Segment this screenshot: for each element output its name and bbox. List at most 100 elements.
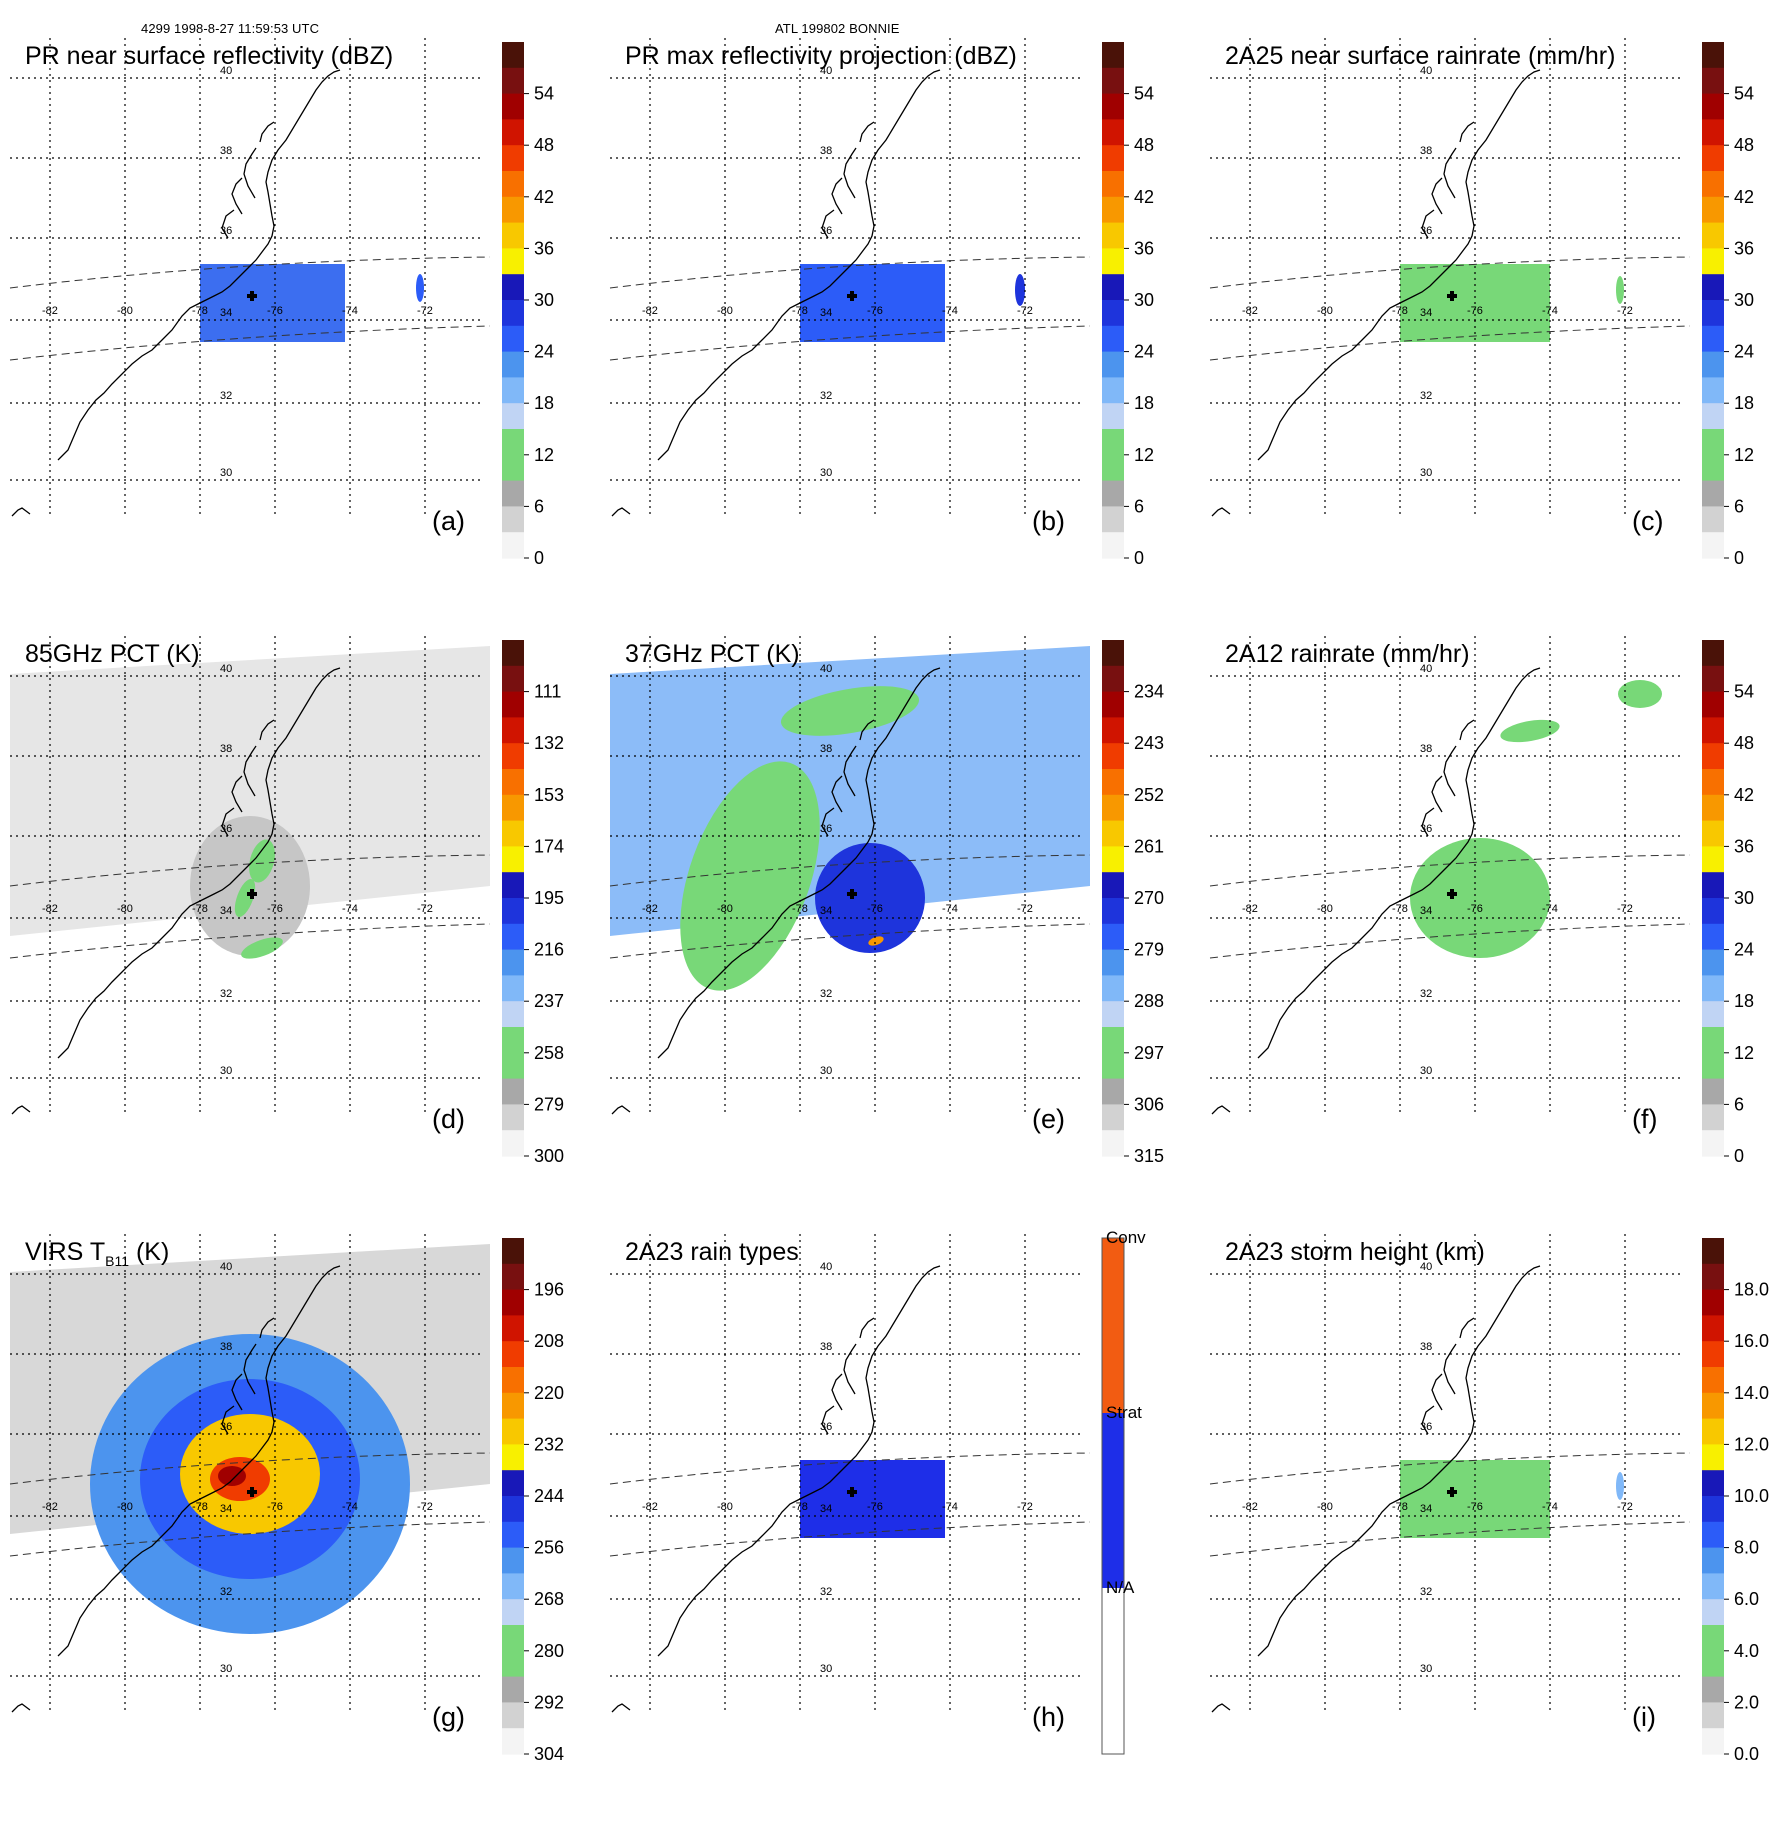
map-layer — [200, 264, 424, 342]
colorbar-band — [1702, 1702, 1724, 1729]
coastline — [1211, 667, 1541, 1115]
colorbar-band — [1102, 222, 1124, 249]
colorbar-tick-label: 153 — [534, 785, 564, 805]
figure-root: { "figure": { "header_left": "4299 1998-… — [9, 21, 1770, 1764]
pr-swath — [200, 264, 345, 342]
latitude-label: 36 — [820, 1421, 832, 1433]
colorbar-tick-label: 268 — [534, 1589, 564, 1609]
colorbar: 54 48 42 36 30 24 18 12 6 0 — [1102, 42, 1154, 568]
colorbar-band — [1702, 1104, 1724, 1131]
colorbar-band — [1702, 691, 1724, 718]
colorbar-band — [1102, 846, 1124, 873]
lat-lon-grid — [10, 38, 480, 518]
colorbar-band — [1702, 743, 1724, 770]
precip-cell — [249, 839, 275, 883]
colorbar-band — [502, 377, 524, 404]
map-layer — [610, 646, 1090, 991]
grid-labels: 40 38 36 34 32 30 -82 -80 -78 -76 -74 -72 — [642, 663, 1033, 1077]
latitude-label: 30 — [220, 1065, 232, 1077]
colorbar-band — [502, 665, 524, 693]
colorbar-band — [1702, 1625, 1724, 1652]
colorbar-band — [502, 119, 524, 146]
colorbar-band — [1102, 949, 1124, 976]
colorbar-band — [1702, 1496, 1724, 1523]
colorbar-tick-label: 14.0 — [1734, 1383, 1769, 1403]
colorbar-band — [502, 1130, 524, 1157]
colorbar-band — [1102, 665, 1124, 693]
colorbar-band — [502, 1263, 524, 1291]
swath-edge-north — [9, 1452, 491, 1485]
colorbar-band — [1702, 1263, 1724, 1291]
colorbar-band — [1702, 1315, 1724, 1342]
colorbar-band — [1702, 1418, 1724, 1445]
longitude-label: -82 — [642, 305, 658, 317]
colorbar-band — [502, 794, 524, 822]
colorbar-tick-label: 24 — [1734, 940, 1754, 960]
colorbar-band — [1102, 274, 1124, 301]
pr-swath-edges — [9, 854, 491, 959]
swath-edge-north — [1209, 256, 1691, 289]
colorbar-band — [502, 532, 524, 559]
colorbar: Conv Strat N/A — [1101, 1228, 1146, 1755]
latitude-label: 40 — [820, 65, 832, 77]
latitude-label: 36 — [220, 225, 232, 237]
longitude-label: -82 — [1242, 305, 1258, 317]
colorbar-tick-label: 18 — [1734, 991, 1754, 1011]
colorbar-band — [1102, 769, 1124, 796]
colorbar-tick-label: 304 — [534, 1744, 564, 1764]
swath-edge-south — [609, 923, 1091, 959]
latitude-label: 38 — [220, 145, 232, 157]
panel-e-title: 37GHz PCT (K) — [625, 640, 800, 668]
colorbar-band — [502, 846, 524, 873]
storm-center-marker — [247, 291, 257, 301]
colorbar-tick-label: 216 — [534, 940, 564, 960]
longitude-label: -74 — [342, 903, 358, 915]
colorbar-band — [1702, 1650, 1724, 1678]
pr-swath — [800, 1460, 945, 1538]
colorbar: 196 208 220 232 244 256 268 280 292 304 — [502, 1238, 564, 1764]
longitude-label: -82 — [42, 1501, 58, 1513]
lat-lon-grid — [610, 38, 1080, 518]
latitude-label: 36 — [220, 1421, 232, 1433]
colorbar-band — [1102, 898, 1124, 925]
lat-lon-grid — [10, 1234, 480, 1714]
colorbar-band — [1102, 640, 1124, 667]
map-layer — [1410, 680, 1662, 958]
colorbar-tick-label: 54 — [1734, 84, 1754, 104]
colorbar-tick-label: 258 — [534, 1043, 564, 1063]
colorbar-tick-label: 42 — [1734, 187, 1754, 207]
coastline — [11, 1265, 341, 1713]
colorbar: 111 132 153 174 195 216 237 258 279 300 — [502, 640, 564, 1166]
colorbar-tick-label: 8.0 — [1734, 1538, 1759, 1558]
longitude-label: -72 — [417, 903, 433, 915]
colorbar-tick-label: 30 — [1734, 888, 1754, 908]
longitude-label: -76 — [867, 1501, 883, 1513]
colorbar-band — [502, 145, 524, 172]
panel-h-label: (h) — [1032, 1702, 1065, 1732]
coastline — [11, 667, 341, 1115]
colorbar-band — [1702, 820, 1724, 847]
colorbar-band — [502, 1444, 524, 1471]
colorbar-tick-label: 6 — [1134, 496, 1144, 516]
colorbar-band — [1102, 1588, 1124, 1754]
swath-edge-south — [1209, 1521, 1691, 1557]
longitude-label: -82 — [1242, 903, 1258, 915]
colorbar-tick-label: 54 — [1134, 84, 1154, 104]
longitude-label: -82 — [42, 903, 58, 915]
colorbar-band — [1702, 1573, 1724, 1600]
colorbar-tick-label: 292 — [534, 1692, 564, 1712]
longitude-label: -74 — [342, 1501, 358, 1513]
colorbar-tick-label: 12 — [534, 445, 554, 465]
panel-pr-max-reflectivity: 40 38 36 34 32 30 -82 -80 -78 -76 -74 -72 54 48 42 36 30… — [600, 38, 1200, 638]
latitude-label: 32 — [820, 1586, 832, 1598]
colorbar-band — [1702, 196, 1724, 224]
lat-lon-grid — [610, 1234, 1080, 1714]
colorbar-band — [1702, 42, 1724, 69]
colorbar-tick-label: 0 — [1134, 548, 1144, 568]
panel-virs-tb11: 40 38 36 34 32 30 -82 -80 -78 -76 -74 -72 196 208 220 2… — [0, 1234, 600, 1834]
panel-g-label: (g) — [432, 1702, 465, 1732]
colorbar-band — [1702, 274, 1724, 301]
coastline — [611, 69, 941, 517]
swath-edge-south — [9, 1521, 491, 1557]
